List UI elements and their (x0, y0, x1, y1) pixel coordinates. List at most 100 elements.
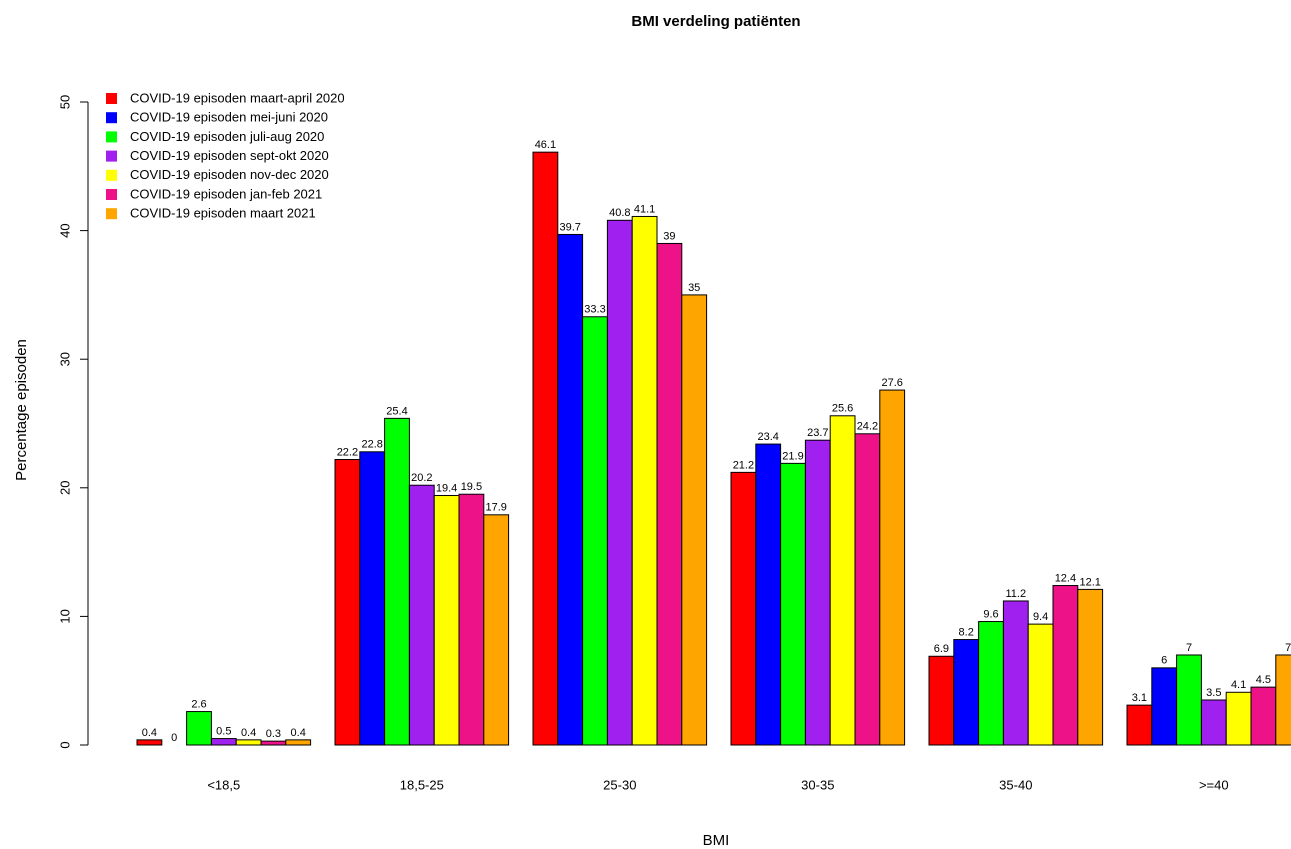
legend-swatch (106, 93, 117, 104)
value-label: 27.6 (881, 377, 902, 389)
bar (656, 242, 683, 746)
bar (854, 433, 881, 746)
bar (384, 417, 410, 746)
bar (928, 655, 955, 746)
bar (1052, 585, 1079, 746)
bar (953, 639, 980, 746)
value-label: 20.2 (411, 472, 432, 484)
value-label: 39 (663, 230, 675, 242)
legend-label: COVID-19 episoden mei-juni 2020 (130, 110, 328, 125)
value-label: 21.2 (733, 459, 754, 471)
legend-label: COVID-19 episoden maart-april 2020 (130, 90, 345, 105)
value-label: 12.4 (1055, 572, 1076, 584)
y-axis-label: Percentage episoden (13, 339, 30, 481)
bar (780, 462, 806, 746)
bar (1225, 691, 1252, 746)
value-label: 8.2 (959, 626, 974, 638)
value-label: 23.4 (757, 431, 778, 443)
bar (1176, 654, 1202, 746)
value-label: 9.4 (1033, 611, 1048, 623)
bar (606, 219, 633, 746)
value-label: 24.2 (857, 421, 878, 433)
bar (186, 711, 212, 746)
x-tick-label: <18,5 (207, 777, 240, 792)
x-tick-label: 25-30 (603, 777, 636, 792)
value-label: 2.6 (191, 698, 206, 710)
legend-swatch (106, 169, 117, 181)
bar (1027, 623, 1054, 746)
value-label: 19.5 (461, 481, 482, 493)
value-label: 0.4 (291, 727, 306, 739)
x-tick-label: 30-35 (801, 777, 834, 792)
bar (433, 495, 460, 746)
value-label: 4.1 (1231, 679, 1246, 691)
bar (1126, 704, 1153, 746)
bar (1077, 588, 1104, 746)
value-label: 3.1 (1132, 692, 1147, 704)
value-label: 39.7 (559, 221, 580, 233)
value-label: 6 (1161, 655, 1167, 667)
bar (532, 151, 559, 746)
value-label: 23.7 (807, 427, 828, 439)
bar (879, 389, 906, 746)
value-label: 22.8 (361, 439, 382, 451)
legend-swatch (106, 131, 117, 143)
bar (136, 739, 163, 746)
legend-label: COVID-19 episoden juli-aug 2020 (130, 129, 324, 144)
value-label: 25.6 (832, 403, 853, 415)
bar (458, 493, 485, 746)
bar (631, 215, 658, 746)
chart-title: BMI verdeling patiënten (631, 13, 800, 30)
value-label: 0 (171, 732, 177, 744)
legend-label: COVID-19 episoden nov-dec 2020 (130, 167, 329, 182)
x-tick-label: >=40 (1199, 777, 1229, 792)
x-axis-label: BMI (703, 832, 730, 849)
bar (1250, 686, 1277, 746)
y-tick-label: 50 (57, 95, 72, 109)
value-label: 0.5 (216, 725, 231, 737)
value-label: 25.4 (386, 405, 407, 417)
value-label: 46.1 (535, 139, 556, 151)
bar (483, 514, 510, 746)
value-label: 33.3 (584, 304, 605, 316)
bar (1200, 699, 1227, 746)
value-label: 0.3 (266, 728, 281, 740)
bar (1151, 667, 1178, 746)
value-label: 35 (688, 282, 700, 294)
legend-swatch (106, 112, 117, 124)
y-tick-label: 0 (57, 741, 72, 748)
bar (829, 415, 856, 746)
bar (582, 316, 608, 746)
legend-swatch (106, 150, 117, 162)
value-label: 3.5 (1206, 687, 1221, 699)
bar (210, 738, 237, 746)
value-label: 17.9 (485, 502, 506, 514)
bar (334, 459, 361, 746)
y-tick-label: 20 (57, 481, 72, 495)
bar (1002, 600, 1029, 746)
bar (681, 294, 708, 746)
bar (1275, 654, 1291, 746)
value-label: 4.5 (1256, 674, 1271, 686)
legend-swatch (106, 189, 117, 200)
value-label: 41.1 (634, 203, 655, 215)
x-tick-label: 18,5-25 (400, 777, 444, 792)
bar (557, 233, 584, 746)
value-label: 0.4 (241, 727, 256, 739)
value-label: 12.1 (1079, 576, 1100, 588)
value-label: 40.8 (609, 207, 630, 219)
legend-label: COVID-19 episoden maart 2021 (130, 206, 316, 221)
value-label: 22.2 (337, 446, 358, 458)
bar (804, 439, 831, 746)
bar (285, 739, 312, 746)
bar (235, 739, 262, 746)
value-label: 7 (1186, 642, 1192, 654)
bar (260, 740, 287, 746)
bar (730, 471, 757, 746)
value-label: 19.4 (436, 482, 457, 494)
legend-label: COVID-19 episoden jan-feb 2021 (130, 186, 322, 201)
legend-label: COVID-19 episoden sept-okt 2020 (130, 148, 329, 163)
value-label: 7 (1285, 642, 1291, 654)
value-label: 6.9 (934, 643, 949, 655)
